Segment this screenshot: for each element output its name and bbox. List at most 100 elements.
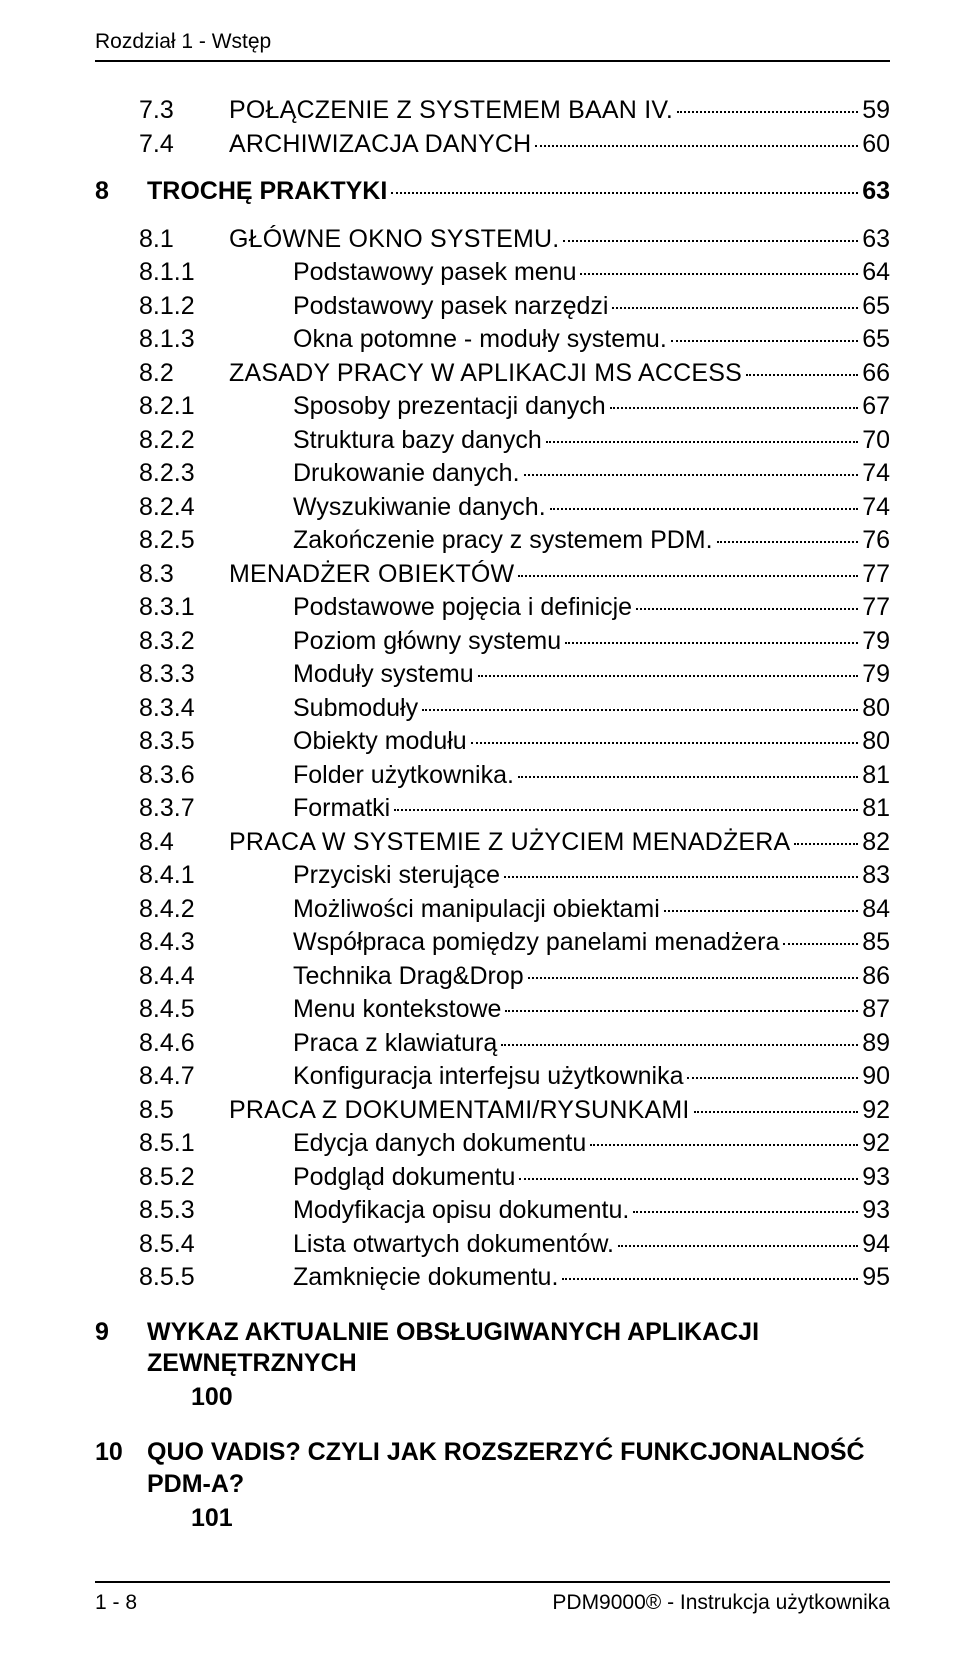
toc-entry-page: 93 [862, 1194, 890, 1228]
toc-entry-page: 95 [862, 1261, 890, 1295]
footer-page-number: 1 - 8 [95, 1591, 137, 1615]
toc-entry: 8.3.1Podstawowe pojęcia i definicje77 [95, 591, 890, 625]
toc-entry-page: 65 [862, 323, 890, 357]
toc-entry-number: 8.5.2 [139, 1161, 293, 1195]
toc-entry-title: Konfiguracja interfejsu użytkownika [293, 1060, 683, 1094]
toc-leader-dots [422, 709, 858, 711]
toc-entry-page: 63 [862, 223, 890, 257]
toc-entry-title: TROCHĘ PRAKTYKI [147, 175, 387, 209]
toc-entry: 8.3MENADŻER OBIEKTÓW77 [95, 558, 890, 592]
toc-entry-number: 8.3.6 [139, 759, 293, 793]
toc-leader-dots [618, 1245, 858, 1247]
toc-entry-page: 80 [862, 692, 890, 726]
toc-leader-dots [546, 441, 858, 443]
toc-entry: 8.1.2Podstawowy pasek narzędzi65 [95, 290, 890, 324]
toc-leader-dots [471, 742, 858, 744]
toc-leader-dots [478, 675, 859, 677]
footer-doc-title: PDM9000® - Instrukcja użytkownika [552, 1591, 890, 1615]
toc-entry-page: 100 [95, 1379, 890, 1415]
toc-entry-number: 8.4.2 [139, 893, 293, 927]
toc-entry-page: 85 [862, 926, 890, 960]
toc-entry-page: 89 [862, 1027, 890, 1061]
toc-leader-dots [746, 374, 858, 376]
toc-entry-number: 8.5.1 [139, 1127, 293, 1161]
toc-leader-dots [783, 943, 858, 945]
toc-entry-page: 76 [862, 524, 890, 558]
toc-entry-number: 8.5.5 [139, 1261, 293, 1295]
toc-entry-title: Formatki [293, 792, 390, 826]
toc-entry-title: Poziom główny systemu [293, 625, 561, 659]
toc-entry: 8.2.2Struktura bazy danych 70 [95, 424, 890, 458]
toc-entry-number: 8.5 [139, 1094, 229, 1128]
toc-entry: 8.5PRACA Z DOKUMENTAMI/RYSUNKAMI92 [95, 1094, 890, 1128]
toc-entry-number: 7.3 [139, 94, 229, 128]
toc-entry-number: 8.3.2 [139, 625, 293, 659]
toc-entry-number: 8.2.1 [139, 390, 293, 424]
toc-entry-title: POŁĄCZENIE Z SYSTEMEM BAAN IV. [229, 94, 673, 128]
toc-entry-page: 66 [862, 357, 890, 391]
toc-entry: 8.3.4Submoduły80 [95, 692, 890, 726]
toc-entry-title: ARCHIWIZACJA DANYCH [229, 128, 531, 162]
toc-entry-title: Lista otwartych dokumentów. [293, 1228, 614, 1262]
toc-entry-number: 8.1.3 [139, 323, 293, 357]
toc-entry-title: Obiekty modułu [293, 725, 467, 759]
toc-entry-page: 84 [862, 893, 890, 927]
toc-leader-dots [518, 776, 858, 778]
toc-entry-number: 8.2 [139, 357, 229, 391]
toc-entry: 8.1.1Podstawowy pasek menu 64 [95, 256, 890, 290]
toc-entry-number: 8.4.5 [139, 993, 293, 1027]
toc-entry-title: Przyciski sterujące [293, 859, 500, 893]
toc-entry-title: Struktura bazy danych [293, 424, 542, 458]
toc-entry-title: Podstawowy pasek narzędzi [293, 290, 608, 324]
toc-entry-number: 8.2.4 [139, 491, 293, 525]
toc-entry: 8.3.2Poziom główny systemu79 [95, 625, 890, 659]
toc-entry: 8.4.4Technika Drag&Drop86 [95, 960, 890, 994]
toc-entry-page: 79 [862, 658, 890, 692]
toc-entry-number: 8.3 [139, 558, 229, 592]
toc-entry-page: 60 [862, 128, 890, 162]
toc-leader-dots [633, 1211, 858, 1213]
toc-entry: 8.3.3Moduły systemu79 [95, 658, 890, 692]
toc-entry-page: 64 [862, 256, 890, 290]
toc-leader-dots [565, 642, 858, 644]
toc-entry: 8.3.7Formatki81 [95, 792, 890, 826]
toc-entry-number: 8.2.2 [139, 424, 293, 458]
toc-entry-page: 70 [862, 424, 890, 458]
toc-entry: 8.5.5Zamknięcie dokumentu.95 [95, 1261, 890, 1295]
toc-entry-page: 82 [862, 826, 890, 860]
toc-entry-page: 92 [862, 1094, 890, 1128]
toc-entry-page: 86 [862, 960, 890, 994]
toc-entry: 8.1GŁÓWNE OKNO SYSTEMU.63 [95, 223, 890, 257]
toc-entry: 8.5.2Podgląd dokumentu93 [95, 1161, 890, 1195]
toc-entry-number: 8.4.1 [139, 859, 293, 893]
toc-entry-title: Podstawowy pasek menu [293, 256, 576, 290]
toc-entry: 8.2.4Wyszukiwanie danych.74 [95, 491, 890, 525]
toc-leader-dots [580, 273, 858, 275]
toc-leader-dots [562, 1278, 858, 1280]
toc-leader-dots [505, 1010, 858, 1012]
toc-entry-number: 8.4.4 [139, 960, 293, 994]
toc-entry-page: 93 [862, 1161, 890, 1195]
toc-entry-number: 8.2.5 [139, 524, 293, 558]
toc-entry-number: 7.4 [139, 128, 229, 162]
toc-entry-page: 87 [862, 993, 890, 1027]
toc-entry-number: 8.4.7 [139, 1060, 293, 1094]
toc-entry-number: 8.1.1 [139, 256, 293, 290]
toc-leader-dots [535, 145, 858, 147]
toc-leader-dots [717, 541, 859, 543]
toc-leader-dots [671, 340, 858, 342]
toc-entry: 8.4.5Menu kontekstowe87 [95, 993, 890, 1027]
toc-entry-number: 8.1 [139, 223, 229, 257]
toc-entry: 7.3POŁĄCZENIE Z SYSTEMEM BAAN IV. 59 [95, 94, 890, 128]
toc-entry-number: 8.4 [139, 826, 229, 860]
toc-leader-dots [518, 575, 858, 577]
toc-entry-page: 59 [862, 94, 890, 128]
toc-leader-dots [519, 1178, 858, 1180]
toc-leader-dots [687, 1077, 858, 1079]
toc-leader-dots [664, 910, 858, 912]
toc-entry-title: PRACA W SYSTEMIE Z UŻYCIEM MENADŻERA [229, 826, 790, 860]
toc-entry-number: 9 [95, 1317, 147, 1348]
toc-entry: 8TROCHĘ PRAKTYKI63 [95, 175, 890, 209]
toc-entry-page: 77 [862, 591, 890, 625]
document-page: Rozdział 1 - Wstęp 7.3POŁĄCZENIE Z SYSTE… [0, 0, 960, 1655]
